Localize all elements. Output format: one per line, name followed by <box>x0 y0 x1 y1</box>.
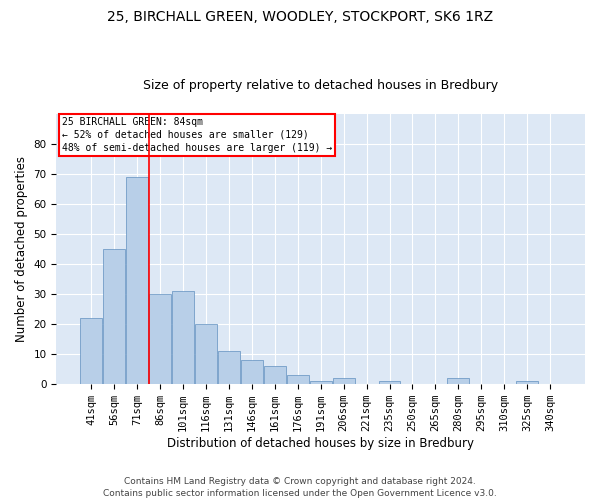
Bar <box>172 291 194 384</box>
Bar <box>516 381 538 384</box>
Bar <box>241 360 263 384</box>
Text: Contains HM Land Registry data © Crown copyright and database right 2024.
Contai: Contains HM Land Registry data © Crown c… <box>103 476 497 498</box>
Bar <box>80 318 102 384</box>
Bar <box>310 381 332 384</box>
Bar <box>333 378 355 384</box>
Bar <box>264 366 286 384</box>
Bar <box>149 294 171 384</box>
Bar <box>287 375 308 384</box>
Text: 25, BIRCHALL GREEN, WOODLEY, STOCKPORT, SK6 1RZ: 25, BIRCHALL GREEN, WOODLEY, STOCKPORT, … <box>107 10 493 24</box>
Bar <box>195 324 217 384</box>
Bar <box>448 378 469 384</box>
Bar <box>127 177 148 384</box>
Bar <box>218 351 240 384</box>
Bar <box>103 249 125 384</box>
X-axis label: Distribution of detached houses by size in Bredbury: Distribution of detached houses by size … <box>167 437 474 450</box>
Y-axis label: Number of detached properties: Number of detached properties <box>15 156 28 342</box>
Bar <box>379 381 400 384</box>
Title: Size of property relative to detached houses in Bredbury: Size of property relative to detached ho… <box>143 79 498 92</box>
Text: 25 BIRCHALL GREEN: 84sqm
← 52% of detached houses are smaller (129)
48% of semi-: 25 BIRCHALL GREEN: 84sqm ← 52% of detach… <box>62 116 332 153</box>
